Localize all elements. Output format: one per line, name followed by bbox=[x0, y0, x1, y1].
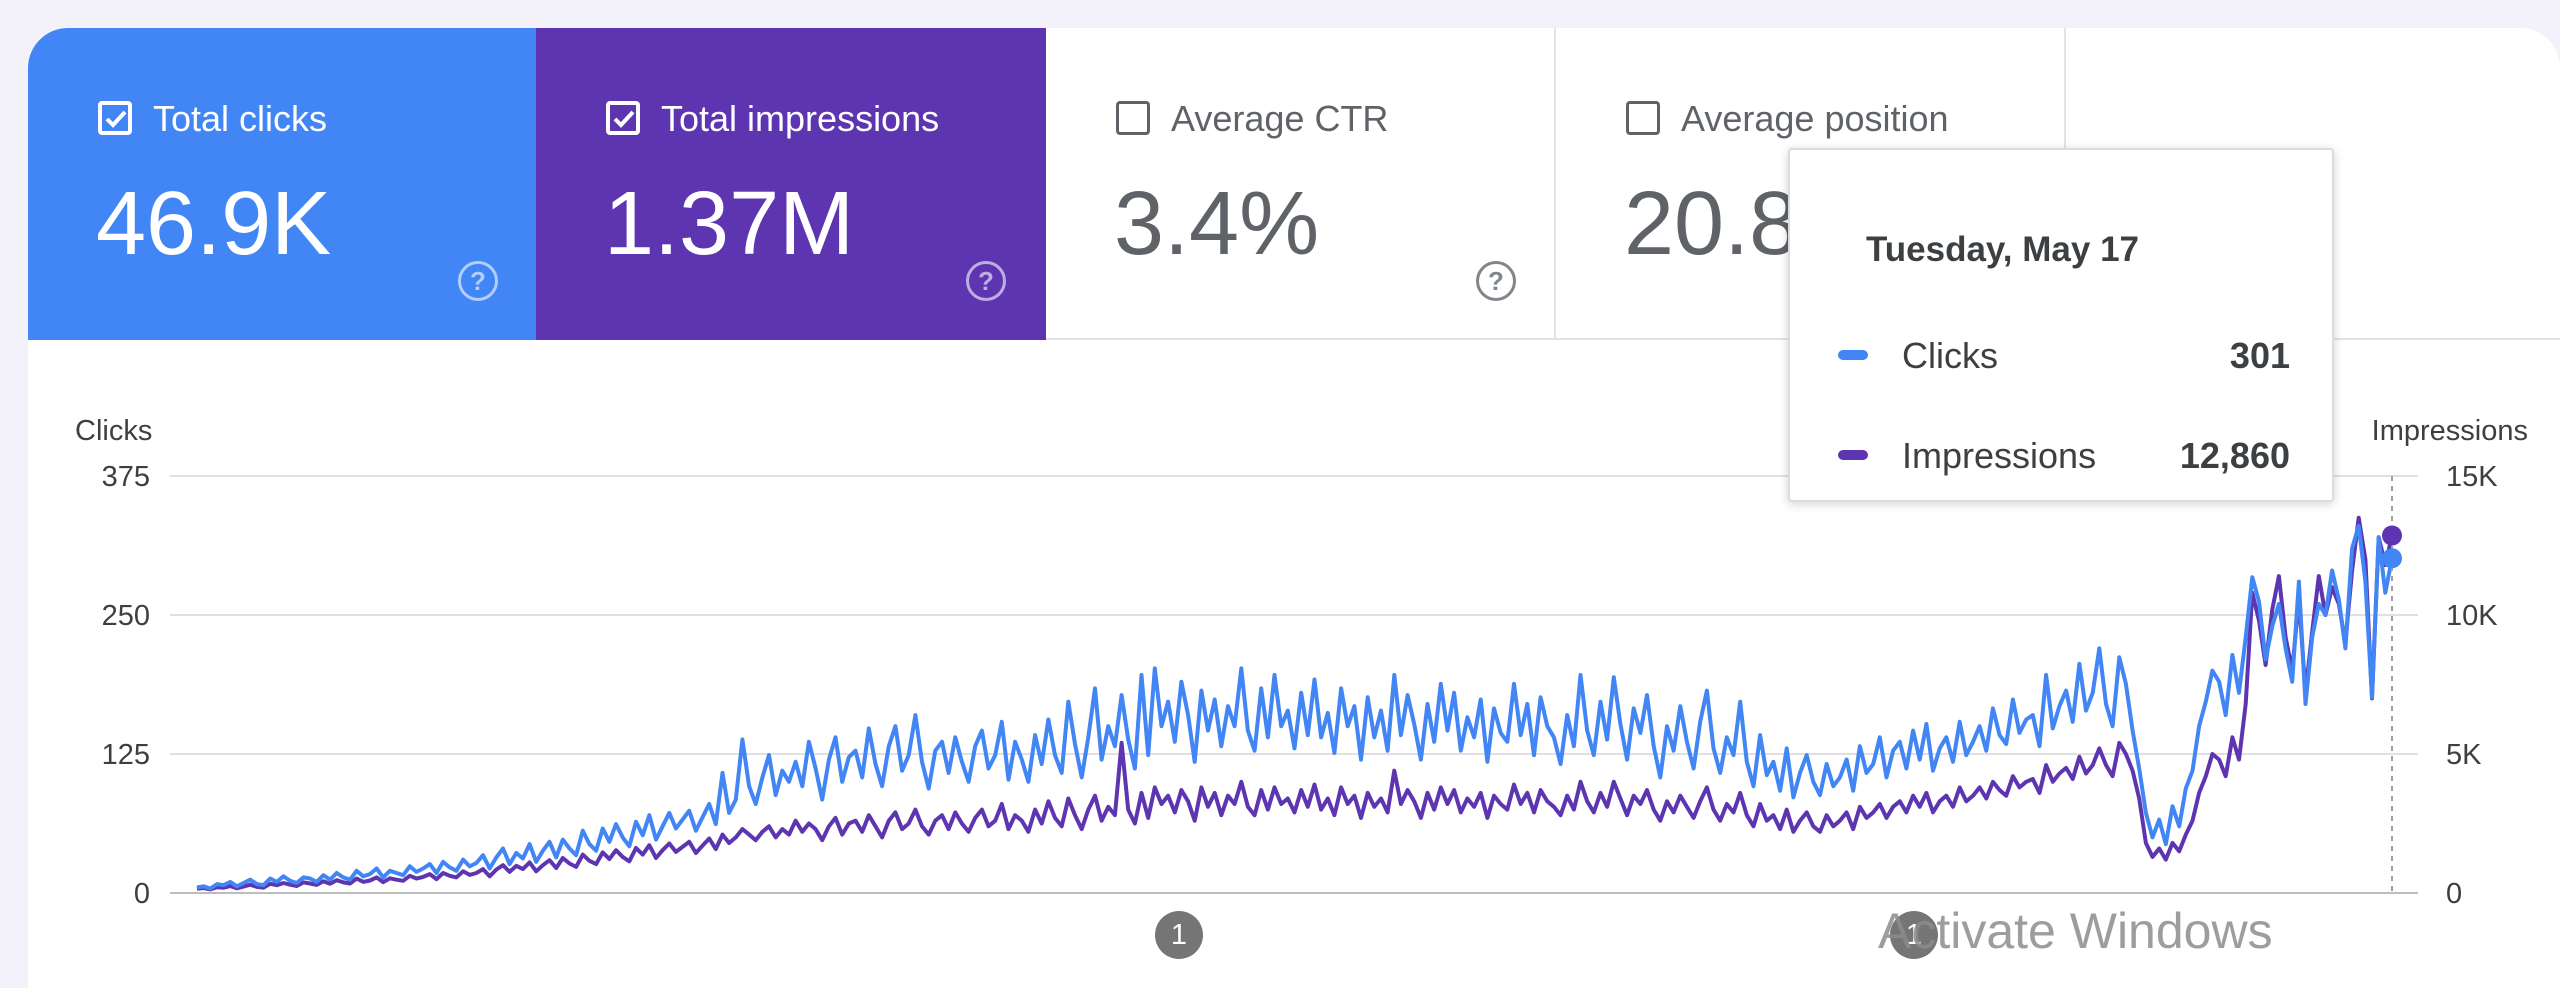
annotation-marker[interactable]: 1 bbox=[1890, 911, 1938, 959]
left-tick-label: 250 bbox=[102, 600, 150, 632]
average-ctr-checkbox[interactable] bbox=[1116, 101, 1150, 135]
left-axis-title: Clicks bbox=[75, 415, 152, 447]
right-tick-label: 0 bbox=[2446, 878, 2462, 910]
right-tick-label: 5K bbox=[2446, 739, 2482, 771]
impressions-series-line bbox=[196, 515, 2394, 892]
check-icon bbox=[105, 110, 127, 128]
help-icon[interactable]: ? bbox=[458, 261, 498, 301]
clicks-hover-point bbox=[2382, 548, 2402, 569]
left-axis-ticks: 375 250 125 0 bbox=[102, 461, 150, 910]
clicks-series-line bbox=[196, 524, 2394, 891]
impressions-hover-point bbox=[2382, 525, 2402, 546]
left-tick-label: 0 bbox=[134, 878, 150, 910]
annotation-marker[interactable]: 1 bbox=[1155, 911, 1203, 959]
total-clicks-card[interactable]: Total clicks 46.9K ? bbox=[28, 28, 536, 340]
total-clicks-value: 46.9K bbox=[96, 174, 332, 274]
average-ctr-value: 3.4% bbox=[1114, 174, 1320, 274]
activate-windows-watermark: Activate Windows bbox=[1878, 903, 2273, 959]
help-icon[interactable]: ? bbox=[966, 261, 1006, 301]
clicks-legend-swatch bbox=[1838, 350, 1868, 360]
left-tick-label: 125 bbox=[102, 739, 150, 771]
total-clicks-label: Total clicks bbox=[153, 98, 328, 139]
total-impressions-card[interactable]: Total impressions 1.37M ? bbox=[536, 28, 1046, 340]
tooltip-impressions-label: Impressions bbox=[1902, 435, 2097, 476]
right-tick-label: 15K bbox=[2446, 461, 2498, 493]
chart-tooltip: Tuesday, May 17 Clicks 301 Impressions 1… bbox=[1788, 148, 2334, 502]
tooltip-clicks-label: Clicks bbox=[1902, 335, 1998, 376]
average-ctr-label: Average CTR bbox=[1171, 98, 1389, 139]
check-icon bbox=[613, 110, 635, 128]
tooltip-row-impressions: Impressions 12,860 bbox=[1790, 430, 2336, 480]
impressions-legend-swatch bbox=[1838, 450, 1868, 460]
tooltip-row-clicks: Clicks 301 bbox=[1790, 330, 2336, 380]
right-axis-title: Impressions bbox=[2372, 415, 2528, 447]
average-position-checkbox[interactable] bbox=[1626, 101, 1660, 135]
tooltip-date: Tuesday, May 17 bbox=[1866, 230, 2139, 269]
tooltip-clicks-value: 301 bbox=[2229, 335, 2290, 376]
right-tick-label: 10K bbox=[2446, 600, 2498, 632]
left-tick-label: 375 bbox=[102, 461, 150, 493]
average-position-value: 20.8 bbox=[1624, 174, 1800, 274]
average-position-label: Average position bbox=[1681, 98, 1949, 139]
average-ctr-card[interactable]: Average CTR 3.4% ? bbox=[1046, 28, 1556, 340]
right-axis-ticks: 15K 10K 5K 0 bbox=[2446, 461, 2498, 910]
total-impressions-label: Total impressions bbox=[661, 98, 940, 139]
tooltip-impressions-value: 12,860 bbox=[2179, 435, 2290, 476]
total-impressions-value: 1.37M bbox=[604, 174, 855, 274]
total-clicks-checkbox[interactable] bbox=[98, 101, 132, 135]
help-icon[interactable]: ? bbox=[1476, 261, 1516, 301]
total-impressions-checkbox[interactable] bbox=[606, 101, 640, 135]
